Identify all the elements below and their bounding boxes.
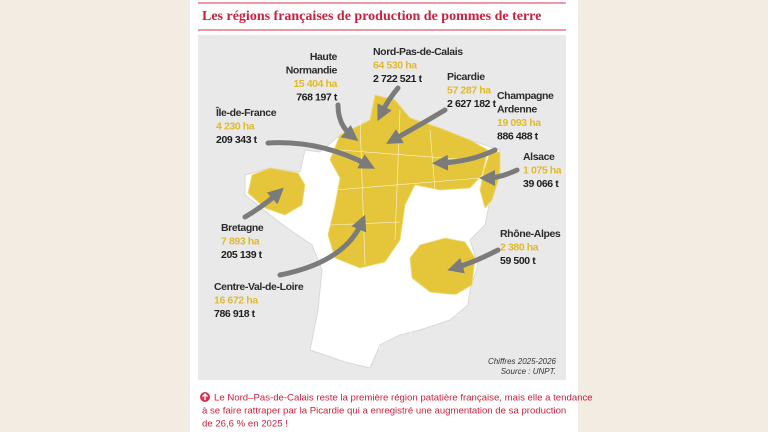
region-tonnage: 205 139 t: [221, 249, 263, 261]
region-name: Alsace: [523, 151, 555, 163]
region-area: 19 093 ha: [497, 117, 541, 129]
north-regions: [327, 94, 489, 269]
region-name: Ardenne: [497, 103, 537, 115]
region-name: Haute: [310, 51, 338, 63]
arrow: [447, 247, 501, 274]
arrow: [277, 214, 367, 278]
region-tonnage: 786 918 t: [214, 308, 256, 320]
region-tonnage: 2 627 182 t: [447, 98, 497, 110]
footnote-line: à se faire rattraper par la Picardie qui…: [202, 406, 566, 417]
region-area: 7 893 ha: [221, 235, 260, 247]
region-tonnage: 59 500 t: [500, 255, 536, 267]
source-period: Chiffres 2025-2026: [488, 357, 557, 366]
arrow: [377, 85, 401, 122]
region-tonnage: 209 343 t: [216, 134, 258, 146]
footnote-line: de 26,6 % en 2025 !: [202, 419, 288, 430]
region-area: 15 404 ha: [293, 78, 337, 90]
region-name: Normandie: [286, 64, 338, 76]
arrow: [242, 187, 284, 220]
region-name: Champagne: [497, 90, 554, 102]
title: Les régions françaises de production de …: [202, 9, 541, 24]
arrow: [432, 147, 498, 171]
region-name: Centre-Val-de-Loire: [214, 281, 304, 293]
region-area: 57 287 ha: [447, 84, 491, 96]
region-area: 4 230 ha: [216, 120, 255, 132]
footnote-line: Le Nord–Pas-de-Calais reste la première …: [214, 393, 593, 404]
arrows: [242, 85, 520, 278]
region-name: Île-de-France: [215, 106, 277, 119]
rhone-alpes-region: [409, 237, 476, 296]
info-icon-arrow: [202, 393, 208, 400]
region-area: 2 380 ha: [500, 241, 539, 253]
footnote: Le Nord–Pas-de-Calais reste la première …: [202, 393, 593, 430]
region-name: Bretagne: [221, 222, 264, 234]
arrow: [386, 107, 448, 144]
region-area: 16 672 ha: [214, 294, 258, 306]
region-tonnage: 39 066 t: [523, 178, 559, 190]
region-name: Picardie: [447, 71, 485, 83]
arrow: [479, 167, 520, 186]
region-name: Nord-Pas-de-Calais: [373, 46, 463, 58]
region-tonnage: 768 197 t: [296, 91, 338, 103]
region-area: 64 530 ha: [373, 59, 417, 71]
region-tonnage: 886 488 t: [497, 130, 539, 142]
region-name: Rhône-Alpes: [500, 228, 561, 240]
region-area: 1 075 ha: [523, 164, 562, 176]
arrow: [265, 140, 376, 169]
region-tonnage: 2 722 521 t: [373, 73, 423, 85]
source-credit: Source : UNPT.: [501, 367, 556, 376]
arrow: [335, 102, 359, 141]
